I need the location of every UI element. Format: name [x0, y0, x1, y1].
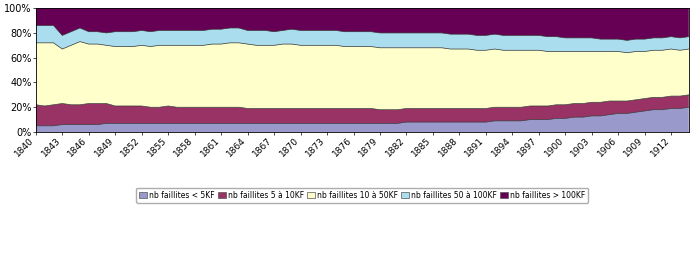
Legend: nb faillites < 5KF, nb faillites 5 à 10KF, nb faillites 10 à 50KF, nb faillites : nb faillites < 5KF, nb faillites 5 à 10K…	[137, 188, 588, 203]
